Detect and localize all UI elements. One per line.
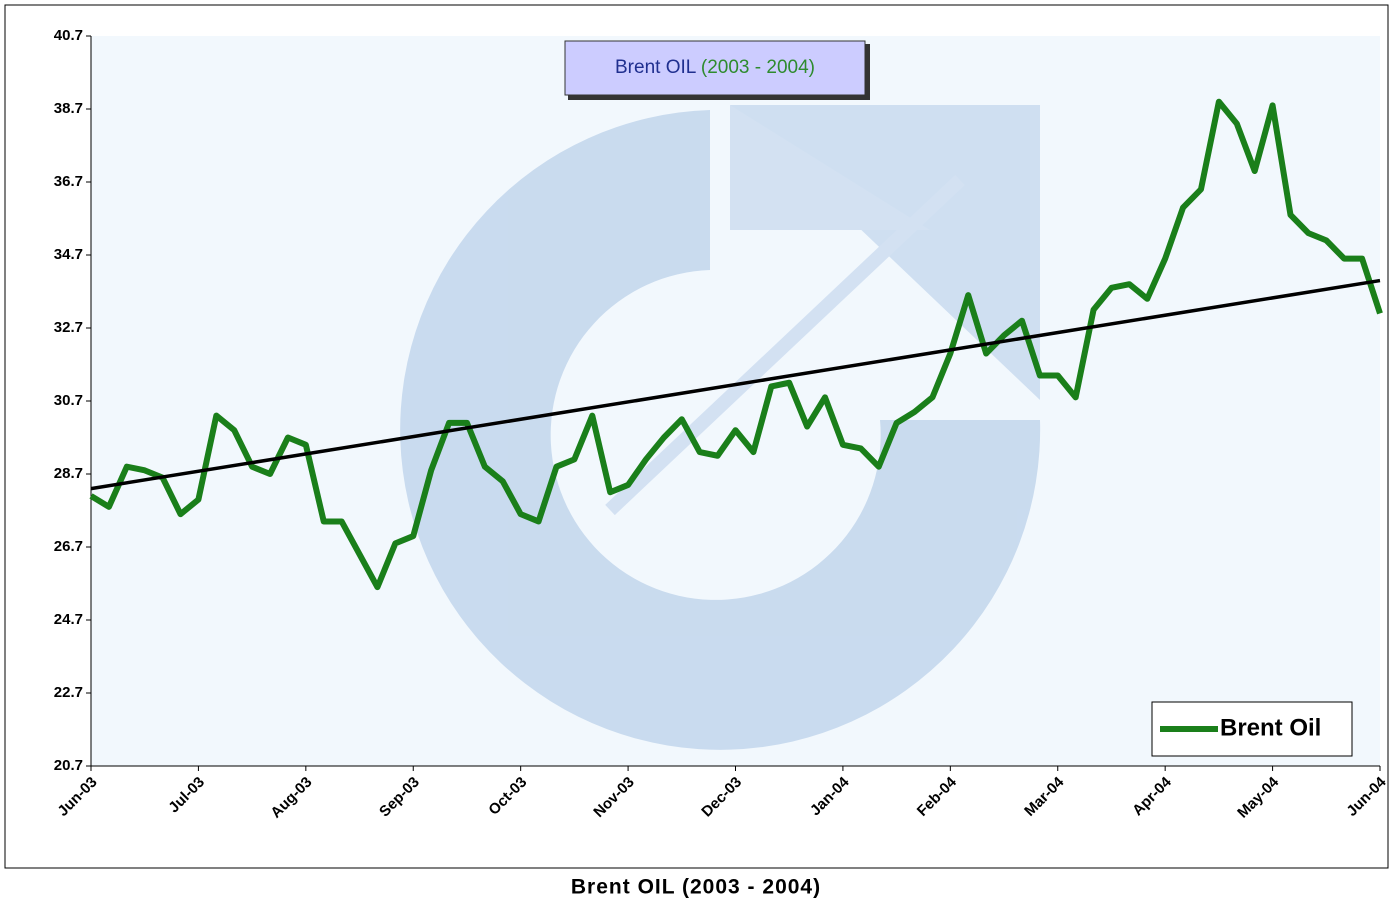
y-tick-label: 20.7 <box>54 757 83 774</box>
title-box <box>564 40 866 96</box>
legend-label: Brent Oil <box>1220 714 1321 741</box>
y-tick-label: 26.7 <box>54 538 83 555</box>
data-line <box>89 98 1383 591</box>
y-tick-label: 40.7 <box>54 27 83 44</box>
plot-area <box>91 36 1380 766</box>
y-tick-label: 38.7 <box>54 100 83 117</box>
y-tick-label: 30.7 <box>54 392 83 409</box>
y-tick-label: 34.7 <box>54 246 83 263</box>
chart-title: Brent OIL (2003 - 2004) <box>615 57 815 78</box>
caption: Brent OIL (2003 - 2004) <box>571 876 821 899</box>
y-tick-label: 28.7 <box>54 465 83 482</box>
title-period: (2003 - 2004) <box>701 57 815 78</box>
watermark <box>400 105 1041 750</box>
trend-line <box>90 278 1381 491</box>
title-name: Brent OIL <box>615 57 696 78</box>
y-tick-label: 36.7 <box>54 173 83 190</box>
y-tick-label: 24.7 <box>54 611 83 628</box>
y-tick-label: 32.7 <box>54 319 83 336</box>
y-tick-label: 22.7 <box>54 684 83 701</box>
